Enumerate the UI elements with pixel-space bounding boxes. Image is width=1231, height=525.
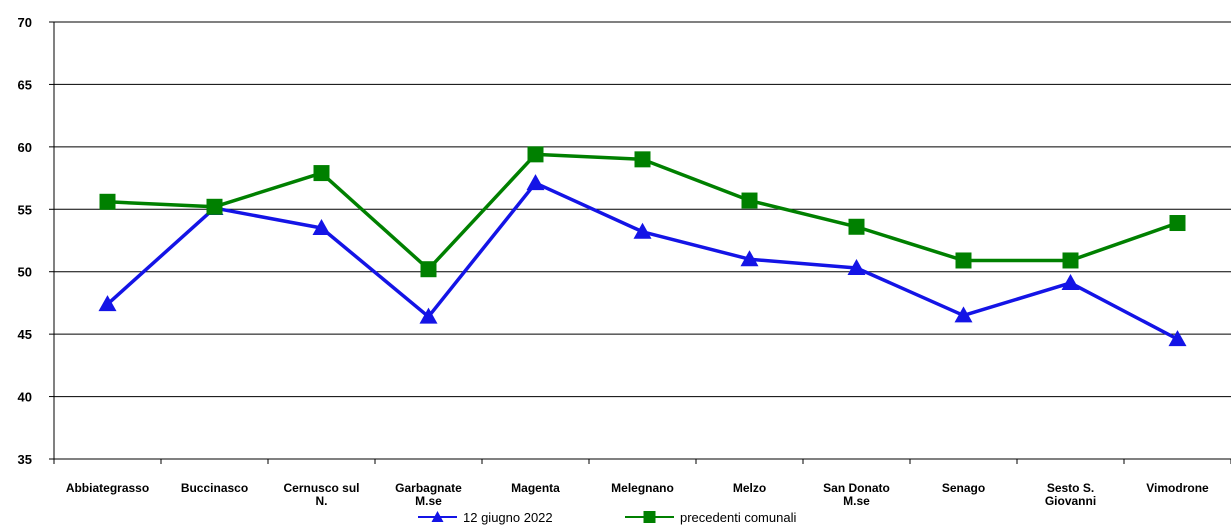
y-tick-label: 35 bbox=[18, 452, 32, 467]
data-point-square bbox=[1062, 252, 1079, 269]
series-lines bbox=[98, 146, 1187, 347]
x-tick-label: Buccinasco bbox=[181, 481, 248, 495]
data-point-square bbox=[741, 192, 758, 209]
x-tick-label: Magenta bbox=[511, 481, 560, 495]
data-point-square bbox=[955, 252, 972, 269]
data-point-triangle bbox=[419, 307, 438, 324]
data-point-square bbox=[420, 261, 437, 278]
data-point-square bbox=[634, 151, 651, 168]
data-point-triangle bbox=[98, 295, 117, 312]
x-tick-label: Abbiategrasso bbox=[66, 481, 149, 495]
x-axis-tick-labels: Abbiategrasso Buccinasco Cernusco sul N. Gar… bbox=[66, 481, 1209, 508]
data-point-triangle bbox=[633, 222, 652, 239]
legend-marker-triangle bbox=[431, 511, 444, 522]
legend-label: 12 giugno 2022 bbox=[463, 510, 553, 525]
y-tick-label: 40 bbox=[18, 390, 32, 405]
x-tick-label: Cernusco sul N. bbox=[283, 481, 359, 508]
legend-marker-square bbox=[643, 511, 656, 523]
series-1 bbox=[98, 174, 1187, 347]
data-point-square bbox=[99, 193, 116, 210]
x-tick-label: Senago bbox=[942, 481, 985, 495]
y-axis-tick-labels: 35 40 45 50 55 60 65 70 bbox=[18, 15, 32, 467]
y-tick-label: 70 bbox=[18, 15, 32, 30]
data-point-triangle bbox=[1061, 273, 1080, 290]
y-tick-label: 65 bbox=[18, 77, 32, 92]
x-tick-label: Vimodrone bbox=[1146, 481, 1209, 495]
x-tick-label: San Donato M.se bbox=[823, 481, 890, 508]
y-tick-label: 60 bbox=[18, 140, 32, 155]
x-tick-label: Sesto S. Giovanni bbox=[1045, 481, 1096, 508]
data-point-square bbox=[848, 218, 865, 235]
x-tick-label: Melzo bbox=[733, 481, 766, 495]
data-point-triangle bbox=[847, 258, 866, 275]
data-point-triangle bbox=[526, 174, 545, 191]
legend-label: precedenti comunali bbox=[680, 510, 796, 525]
y-tick-label: 55 bbox=[18, 202, 32, 217]
data-point-square bbox=[527, 146, 544, 163]
data-point-square bbox=[313, 165, 330, 182]
y-tick-label: 50 bbox=[18, 265, 32, 280]
data-point-triangle bbox=[954, 306, 973, 323]
axes bbox=[49, 21, 1231, 464]
data-point-triangle bbox=[312, 219, 331, 236]
y-tick-label: 45 bbox=[18, 327, 32, 342]
data-point-triangle bbox=[1168, 330, 1187, 347]
legend: 12 giugno 2022 precedenti comunali bbox=[418, 510, 796, 525]
legend-item: 12 giugno 2022 bbox=[418, 510, 553, 525]
series-line bbox=[107, 152, 1179, 271]
data-point-square bbox=[206, 198, 223, 215]
data-point-square bbox=[1169, 215, 1186, 232]
legend-item: precedenti comunali bbox=[625, 510, 796, 525]
gridlines bbox=[54, 21, 1231, 460]
x-tick-label: Garbagnate M.se bbox=[395, 481, 462, 508]
data-point-triangle bbox=[740, 250, 759, 267]
x-tick-label: Melegnano bbox=[611, 481, 674, 495]
series-2 bbox=[99, 146, 1186, 278]
